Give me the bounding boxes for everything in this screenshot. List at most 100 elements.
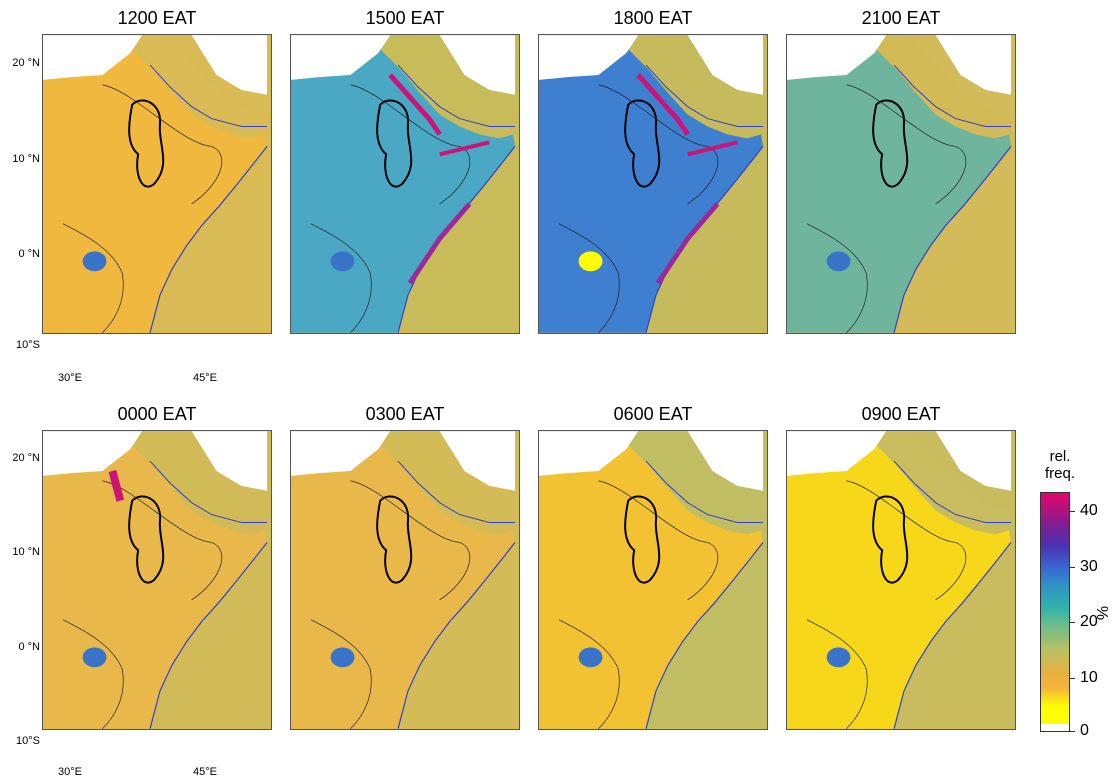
highland-contour xyxy=(376,99,413,188)
colorbar-tick-20: 20 xyxy=(1080,613,1098,630)
colorbar-title-line2: freq. xyxy=(1044,465,1075,482)
panel-title: 2100 EAT xyxy=(861,8,941,28)
high-freq-streak xyxy=(108,469,125,502)
no-data-area xyxy=(787,431,887,476)
highland-contour xyxy=(128,495,165,584)
no-data-area xyxy=(787,35,887,80)
terrain-contour xyxy=(62,223,124,333)
map xyxy=(538,430,768,730)
map-svg xyxy=(291,431,519,729)
no-data-area xyxy=(935,35,1012,95)
terrain-contour xyxy=(806,619,868,729)
coastline xyxy=(149,64,268,127)
highland-contour xyxy=(624,99,661,188)
coastline xyxy=(149,145,268,333)
terrain-contour xyxy=(558,223,620,333)
no-data-area xyxy=(539,35,639,80)
panel-title: 0300 EAT xyxy=(365,404,445,424)
high-freq-streak xyxy=(388,73,442,136)
lat-label-20n: 20 °N xyxy=(12,57,40,69)
colorbar: 40 30 20 10 0 xyxy=(1040,492,1098,739)
coastline xyxy=(397,460,516,523)
map-svg xyxy=(787,431,1015,729)
red-sea xyxy=(382,35,516,127)
terrain-contour xyxy=(806,223,868,333)
no-data-area xyxy=(291,431,391,476)
red-sea xyxy=(878,431,1012,523)
lon-label-30e: 30°E xyxy=(58,372,82,384)
lon-label-30e: 30°E xyxy=(58,766,82,778)
red-sea xyxy=(630,35,764,127)
panel-1200: 1200 EAT xyxy=(42,8,272,338)
lat-label-0n: 0 °N xyxy=(18,248,40,260)
no-data-area xyxy=(439,35,516,95)
coastline xyxy=(397,64,516,127)
colorbar-tick-0: 0 xyxy=(1080,722,1089,739)
panel-0600: 0600 EAT xyxy=(538,404,768,734)
map-svg xyxy=(539,431,767,729)
colorbar-tickmark xyxy=(1070,511,1075,512)
terrain-contour xyxy=(846,480,967,601)
no-data-area xyxy=(43,35,143,80)
no-data-area xyxy=(687,431,764,491)
lake-victoria xyxy=(82,251,107,272)
coastline xyxy=(893,460,1012,523)
colorbar-tickmark xyxy=(1070,731,1075,732)
colorbar-title: rel. freq. xyxy=(1030,448,1090,482)
coastline xyxy=(893,64,1012,127)
colorbar-tickmark xyxy=(1070,567,1075,568)
terrain-contour xyxy=(846,84,967,205)
coastline xyxy=(893,145,1012,333)
no-data-area xyxy=(539,431,639,476)
terrain-contour xyxy=(598,480,719,601)
map xyxy=(290,34,520,334)
coastline xyxy=(397,541,516,729)
panel-title: 1500 EAT xyxy=(365,8,445,28)
panel-title: 0000 EAT xyxy=(117,404,197,424)
map-svg xyxy=(787,35,1015,333)
terrain-contour xyxy=(558,619,620,729)
terrain-contour xyxy=(310,619,372,729)
coastline xyxy=(149,460,268,523)
highland-contour xyxy=(128,99,165,188)
high-freq-streak xyxy=(655,202,720,285)
colorbar-title-line1: rel. xyxy=(1049,448,1071,465)
lat-label-0n: 0 °N xyxy=(18,641,40,653)
lake-victoria xyxy=(826,251,851,272)
no-data-area xyxy=(439,431,516,491)
no-data-area xyxy=(687,35,764,95)
red-sea xyxy=(134,431,268,523)
terrain-contour xyxy=(102,84,223,205)
panel-0000: 0000 EAT xyxy=(42,404,272,734)
lat-label-10s: 10°S xyxy=(16,735,40,747)
high-freq-streak xyxy=(636,73,690,136)
lat-label-10n: 10 °N xyxy=(12,153,40,165)
lat-label-10s: 10°S xyxy=(16,339,40,351)
panel-title: 1200 EAT xyxy=(117,8,197,28)
panel-2100: 2100 EAT xyxy=(786,8,1016,338)
panel-1800: 1800 EAT xyxy=(538,8,768,338)
high-freq-streak xyxy=(439,140,490,157)
red-sea xyxy=(382,431,516,523)
map-svg xyxy=(43,35,271,333)
no-data-area xyxy=(291,35,391,80)
map xyxy=(290,430,520,730)
panel-title: 0900 EAT xyxy=(861,404,941,424)
colorbar-unit: % xyxy=(1093,605,1111,621)
lake-victoria xyxy=(578,251,603,272)
no-data-area xyxy=(935,431,1012,491)
highland-contour xyxy=(624,495,661,584)
panel-0300: 0300 EAT xyxy=(290,404,520,734)
coastline xyxy=(645,541,764,729)
panel-0900: 0900 EAT xyxy=(786,404,1016,734)
lake-victoria xyxy=(330,647,355,668)
high-freq-streak xyxy=(687,140,738,157)
lat-label-20n: 20 °N xyxy=(12,452,40,464)
map xyxy=(42,430,272,730)
no-data-area xyxy=(43,431,143,476)
colorbar-gradient xyxy=(1040,492,1070,732)
high-freq-streak xyxy=(407,202,472,285)
red-sea xyxy=(630,431,764,523)
terrain-contour xyxy=(310,223,372,333)
coastline xyxy=(893,541,1012,729)
